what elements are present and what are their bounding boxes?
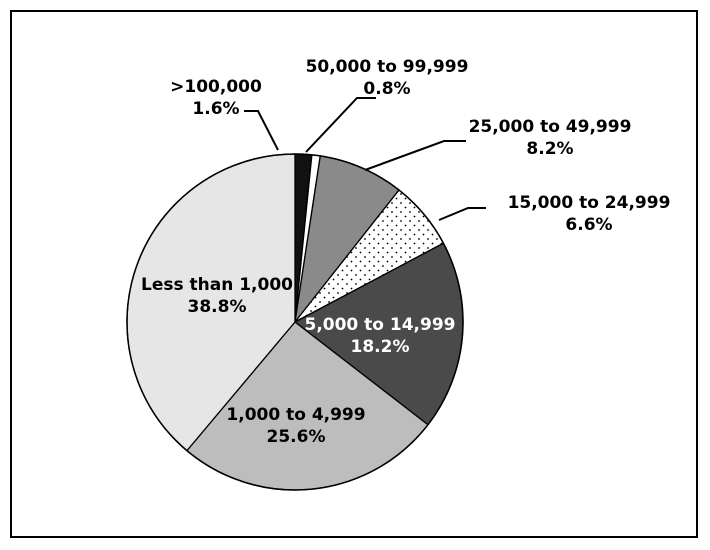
slice-label-100-000: >100,000 <box>170 77 262 97</box>
slice-label-5-000-to-14-999: 5,000 to 14,999 <box>304 315 455 335</box>
slice-percent-1-000-to-4-999: 25.6% <box>267 427 326 447</box>
pie-outline <box>126 153 464 491</box>
slice-percent-15-000-to-24-999: 6.6% <box>565 215 612 235</box>
slice-label-50-000-to-99-999: 50,000 to 99,999 <box>306 57 469 77</box>
slice-label-less-than-1-000: Less than 1,000 <box>141 275 293 295</box>
slice-percent-100-000: 1.6% <box>192 99 239 119</box>
chart-frame: >100,000 1.6% 50,000 to 99,999 0.8% 25,000 t… <box>10 10 698 538</box>
leader-line-25-000-to-49-999 <box>364 140 466 171</box>
leader-lines <box>244 97 486 221</box>
slice-percent-less-than-1-000: 38.8% <box>188 297 247 317</box>
leader-line-100-000 <box>244 110 279 151</box>
slice-percent-5-000-to-14-999: 18.2% <box>351 337 410 357</box>
pie-slices <box>126 153 464 491</box>
leader-line-50-000-to-99-999 <box>305 97 376 153</box>
slice-label-1-000-to-4-999: 1,000 to 4,999 <box>226 405 365 425</box>
slice-percent-50-000-to-99-999: 0.8% <box>363 79 410 99</box>
slice-label-15-000-to-24-999: 15,000 to 24,999 <box>508 193 671 213</box>
slice-label-25-000-to-49-999: 25,000 to 49,999 <box>469 117 632 137</box>
slice-percent-25-000-to-49-999: 8.2% <box>526 139 573 159</box>
leader-line-15-000-to-24-999 <box>438 207 486 221</box>
